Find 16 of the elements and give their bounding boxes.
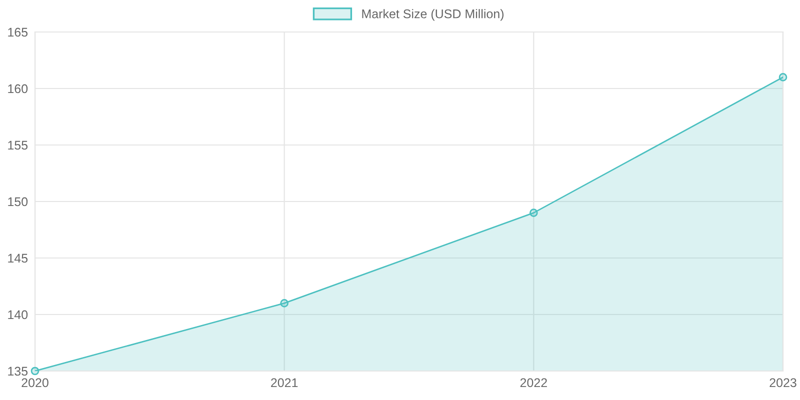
y-tick-label: 140 [8, 310, 28, 320]
legend-label: Market Size (USD Million) [362, 9, 504, 21]
y-tick-label: 145 [8, 254, 28, 263]
x-tick-label: 2020 [22, 378, 48, 388]
x-tick-label: 2023 [770, 378, 796, 388]
point [30, 366, 40, 376]
point [530, 208, 538, 217]
y-tick-label: 135 [8, 366, 28, 376]
point [280, 299, 288, 308]
y-tick-label: 150 [8, 197, 28, 206]
x-tick-label: 2022 [520, 378, 547, 388]
x-tick-label: 2021 [271, 378, 298, 388]
point [778, 73, 788, 82]
y-tick-label: 155 [8, 140, 28, 150]
y-tick-label: 160 [8, 84, 28, 94]
y-tick-label: 165 [8, 28, 28, 37]
